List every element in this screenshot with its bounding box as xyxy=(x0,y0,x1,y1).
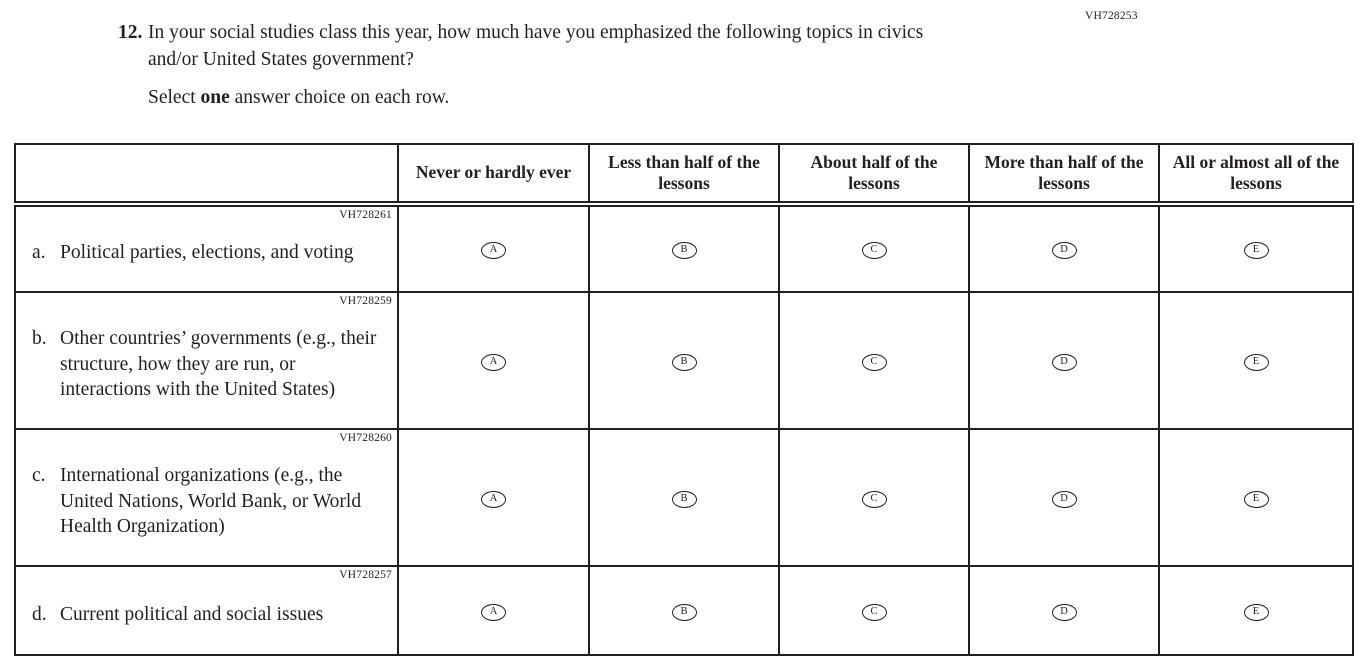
row-code-c: VH728260 xyxy=(339,432,392,444)
answer-bubble-c-A[interactable]: A xyxy=(481,490,506,508)
question-text: In your social studies class this year, … xyxy=(148,22,924,71)
answer-bubble-d-D[interactable]: D xyxy=(1051,603,1077,621)
topic-text-c: International organizations (e.g., the U… xyxy=(60,464,362,538)
question-accession-code: VH728253 xyxy=(1085,10,1138,22)
option-cell-c-A: A xyxy=(397,428,590,567)
answer-bubble-c-B[interactable]: B xyxy=(671,490,697,508)
answer-bubble-b-D[interactable]: D xyxy=(1051,353,1077,371)
answer-bubble-d-A[interactable]: A xyxy=(481,603,506,621)
topic-letter-d: d. xyxy=(32,603,47,625)
row-code-a: VH728261 xyxy=(339,209,392,221)
topic-text-d: Current political and social issues xyxy=(60,603,324,625)
topic-text-a: Political parties, elections, and voting xyxy=(60,242,354,264)
option-cell-a-D: D xyxy=(968,203,1160,293)
answer-bubble-b-B[interactable]: B xyxy=(671,353,697,371)
topic-cell-b: VH728259 b. Other countries’ governments… xyxy=(14,291,399,430)
answer-bubble-d-B[interactable]: B xyxy=(671,603,697,621)
instruction-suffix: answer choice on each row. xyxy=(229,87,450,108)
answer-bubble-a-E[interactable]: E xyxy=(1243,242,1269,259)
question-instruction: Select one answer choice on each row. xyxy=(148,87,449,109)
answer-bubble-d-C[interactable]: C xyxy=(861,603,887,621)
option-cell-b-C: C xyxy=(778,291,970,430)
header-topic-blank xyxy=(14,143,399,207)
option-cell-a-B: B xyxy=(588,203,780,293)
row-code-b: VH728259 xyxy=(339,295,392,307)
question-number: 12. xyxy=(118,22,143,43)
option-cell-c-D: D xyxy=(968,428,1160,567)
option-cell-c-C: C xyxy=(778,428,970,567)
option-cell-b-E: E xyxy=(1158,291,1354,430)
option-cell-d-C: C xyxy=(778,565,970,656)
answer-bubble-b-E[interactable]: E xyxy=(1243,353,1269,371)
option-cell-d-E: E xyxy=(1158,565,1354,656)
table-row-d: VH728257 d. Current political and social… xyxy=(14,565,1354,656)
topic-cell-a: VH728261 a. Political parties, elections… xyxy=(14,203,399,293)
instruction-bold-word: one xyxy=(200,87,230,108)
topic-letter-c: c. xyxy=(32,464,46,486)
answer-bubble-a-A[interactable]: A xyxy=(481,242,506,259)
option-cell-b-A: A xyxy=(397,291,590,430)
table-row-c: VH728260 c. International organizations … xyxy=(14,428,1354,567)
answer-bubble-c-E[interactable]: E xyxy=(1243,490,1269,508)
option-cell-d-A: A xyxy=(397,565,590,656)
answer-bubble-a-D[interactable]: D xyxy=(1051,242,1077,259)
answer-bubble-a-C[interactable]: C xyxy=(861,242,887,259)
option-cell-d-B: B xyxy=(588,565,780,656)
row-code-d: VH728257 xyxy=(339,569,392,581)
topic-cell-d: VH728257 d. Current political and social… xyxy=(14,565,399,656)
option-cell-a-E: E xyxy=(1158,203,1354,293)
answer-bubble-c-C[interactable]: C xyxy=(861,490,887,508)
column-header-more-than-half: More than half of the lessons xyxy=(968,143,1160,207)
answer-bubble-d-E[interactable]: E xyxy=(1243,603,1269,621)
column-header-all-or-almost-all: All or almost all of the lessons xyxy=(1158,143,1354,207)
answer-bubble-a-B[interactable]: B xyxy=(671,242,697,259)
column-header-about-half: About half of the lessons xyxy=(778,143,970,207)
column-header-less-than-half: Less than half of the lessons xyxy=(588,143,780,207)
topic-letter-b: b. xyxy=(32,327,47,349)
answer-bubble-b-A[interactable]: A xyxy=(481,353,506,371)
option-cell-c-E: E xyxy=(1158,428,1354,567)
response-matrix-table: Never or hardly ever Less than half of t… xyxy=(14,143,1354,656)
option-cell-d-D: D xyxy=(968,565,1160,656)
header-row: Never or hardly ever Less than half of t… xyxy=(14,143,1354,207)
answer-bubble-b-C[interactable]: C xyxy=(861,353,887,371)
option-cell-c-B: B xyxy=(588,428,780,567)
topic-letter-a: a. xyxy=(32,242,46,264)
answer-bubble-c-D[interactable]: D xyxy=(1051,490,1077,508)
option-cell-a-A: A xyxy=(397,203,590,293)
table-row-b: VH728259 b. Other countries’ governments… xyxy=(14,291,1354,430)
table-row-a: VH728261 a. Political parties, elections… xyxy=(14,203,1354,293)
question-block: 12. In your social studies class this ye… xyxy=(118,19,968,74)
topic-text-b: Other countries’ governments (e.g., thei… xyxy=(60,327,377,401)
option-cell-b-B: B xyxy=(588,291,780,430)
column-header-never-or-hardly-ever: Never or hardly ever xyxy=(397,143,590,207)
instruction-prefix: Select xyxy=(148,87,201,108)
option-cell-a-C: C xyxy=(778,203,970,293)
option-cell-b-D: D xyxy=(968,291,1160,430)
topic-cell-c: VH728260 c. International organizations … xyxy=(14,428,399,567)
